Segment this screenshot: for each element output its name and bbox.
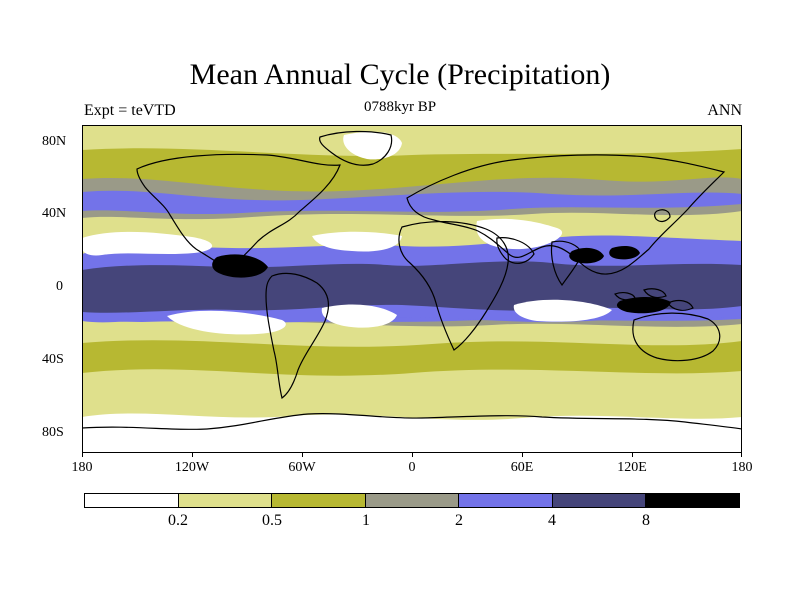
x-tick [741,453,742,457]
y-label-0: 0 [56,279,63,294]
southern-olive-band [82,340,742,376]
colorbar-box-3 [272,494,366,507]
x-tick [522,453,523,457]
experiment-label: Expt = teVTD [84,102,176,119]
australia-outline [632,312,721,362]
sahara-dry-zone [476,218,563,250]
colorbar-label-1: 1 [362,512,370,529]
greenland-outline [319,130,393,166]
colorbar-box-2 [178,494,273,507]
plot-subtitle: 0788kyr BP [363,99,437,115]
bay-of-bengal-core [569,247,604,264]
north-america-outline [136,153,341,272]
x-tick [302,453,303,457]
precipitation-map [82,125,742,453]
south-america-outline [265,272,330,400]
x-label-120w: 120W [174,460,210,475]
map-frame [82,125,742,453]
colorbar-label-0-5: 0.5 [262,512,282,529]
colorbar-box-7 [646,494,740,507]
arabia-outline [496,237,535,264]
south-indian-dry-zone [513,299,612,322]
y-label-40n: 40N [42,206,67,221]
x-label-180-left: 180 [71,460,93,475]
colorbar-box-1 [85,494,179,507]
indonesia-core [616,296,671,314]
coastline-layer [82,130,742,431]
eurasia-outline [406,154,726,275]
south-china-core [609,245,640,260]
colorbar-box-6 [552,494,647,507]
x-label-60w: 60W [288,460,316,475]
africa-outline [398,221,509,351]
south-atlantic-dry-zone [321,304,397,328]
maritime-islands-outline [614,288,694,311]
x-tick [82,453,83,457]
east-pacific-core [212,254,268,278]
colorbar-label-4: 4 [548,512,556,529]
map-svg [82,125,742,453]
india-outline [550,240,583,287]
x-tick [192,453,193,457]
north-pacific-dry-zone [82,231,213,256]
north-atlantic-dry-zone [312,231,402,252]
x-label-180-right: 180 [731,460,753,475]
x-label-120e: 120E [617,460,647,475]
precipitation-colorbar [84,493,740,508]
japan-outline [654,209,671,223]
x-tick [632,453,633,457]
plot-title: Mean Annual Cycle (Precipitation) [189,58,611,91]
colorbar-label-2: 2 [455,512,463,529]
x-label-0: 0 [408,460,416,475]
y-label-40s: 40S [42,352,64,367]
x-tick [412,453,413,457]
x-label-60e: 60E [510,460,534,475]
colorbar-box-4 [365,494,460,507]
antarctica-outline [82,413,742,431]
colorbar-box-5 [459,494,553,507]
y-label-80s: 80S [42,425,64,440]
north-blue-band [82,190,742,215]
season-label: ANN [707,102,742,119]
colorbar-label-8: 8 [642,512,650,529]
y-label-80n: 80N [42,134,67,149]
south-pacific-dry-zone [167,310,286,335]
colorbar-label-0-2: 0.2 [168,512,188,529]
